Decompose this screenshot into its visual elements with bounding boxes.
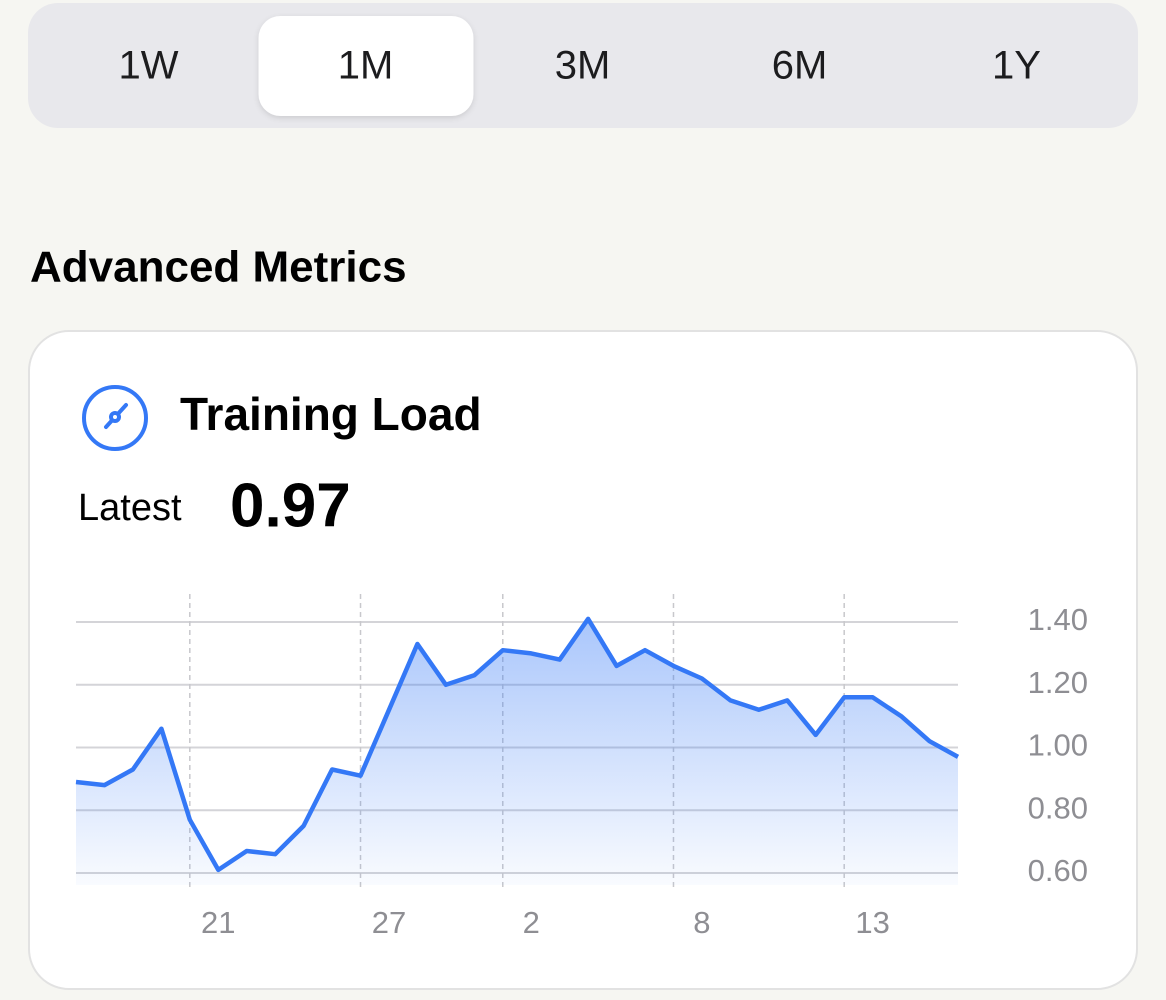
- latest-label: Latest: [78, 487, 182, 529]
- tab[interactable]: 1W: [119, 44, 179, 88]
- tab[interactable]: 1M: [338, 44, 394, 88]
- tab[interactable]: 1Y: [992, 44, 1041, 88]
- chart: 0.60 0.80 1.00 1.20 1.40 21 27 2 8 13: [75, 594, 1088, 940]
- card-title: Training Load: [180, 388, 482, 440]
- y-tick-label: 1.20: [1028, 665, 1088, 700]
- y-tick-label: 0.60: [1028, 853, 1088, 888]
- x-tick-label: 2: [523, 905, 540, 940]
- y-tick-label: 1.40: [1028, 602, 1088, 637]
- area: [76, 618, 958, 885]
- y-tick-label: 0.80: [1028, 790, 1088, 825]
- tab[interactable]: 6M: [772, 44, 828, 88]
- x-tick-label: 27: [372, 905, 406, 940]
- line: [75, 616, 960, 873]
- y-tick-label: 1.00: [1028, 728, 1088, 763]
- section-title: Advanced Metrics: [30, 243, 407, 292]
- gauge-icon: [82, 385, 148, 451]
- latest-value: 0.97: [230, 471, 351, 540]
- x-tick-label: 8: [693, 905, 710, 940]
- selected-tab: [258, 16, 474, 116]
- tab[interactable]: 3M: [555, 44, 611, 88]
- x-tick-label: 21: [201, 905, 235, 940]
- x-tick-label: 13: [855, 905, 889, 940]
